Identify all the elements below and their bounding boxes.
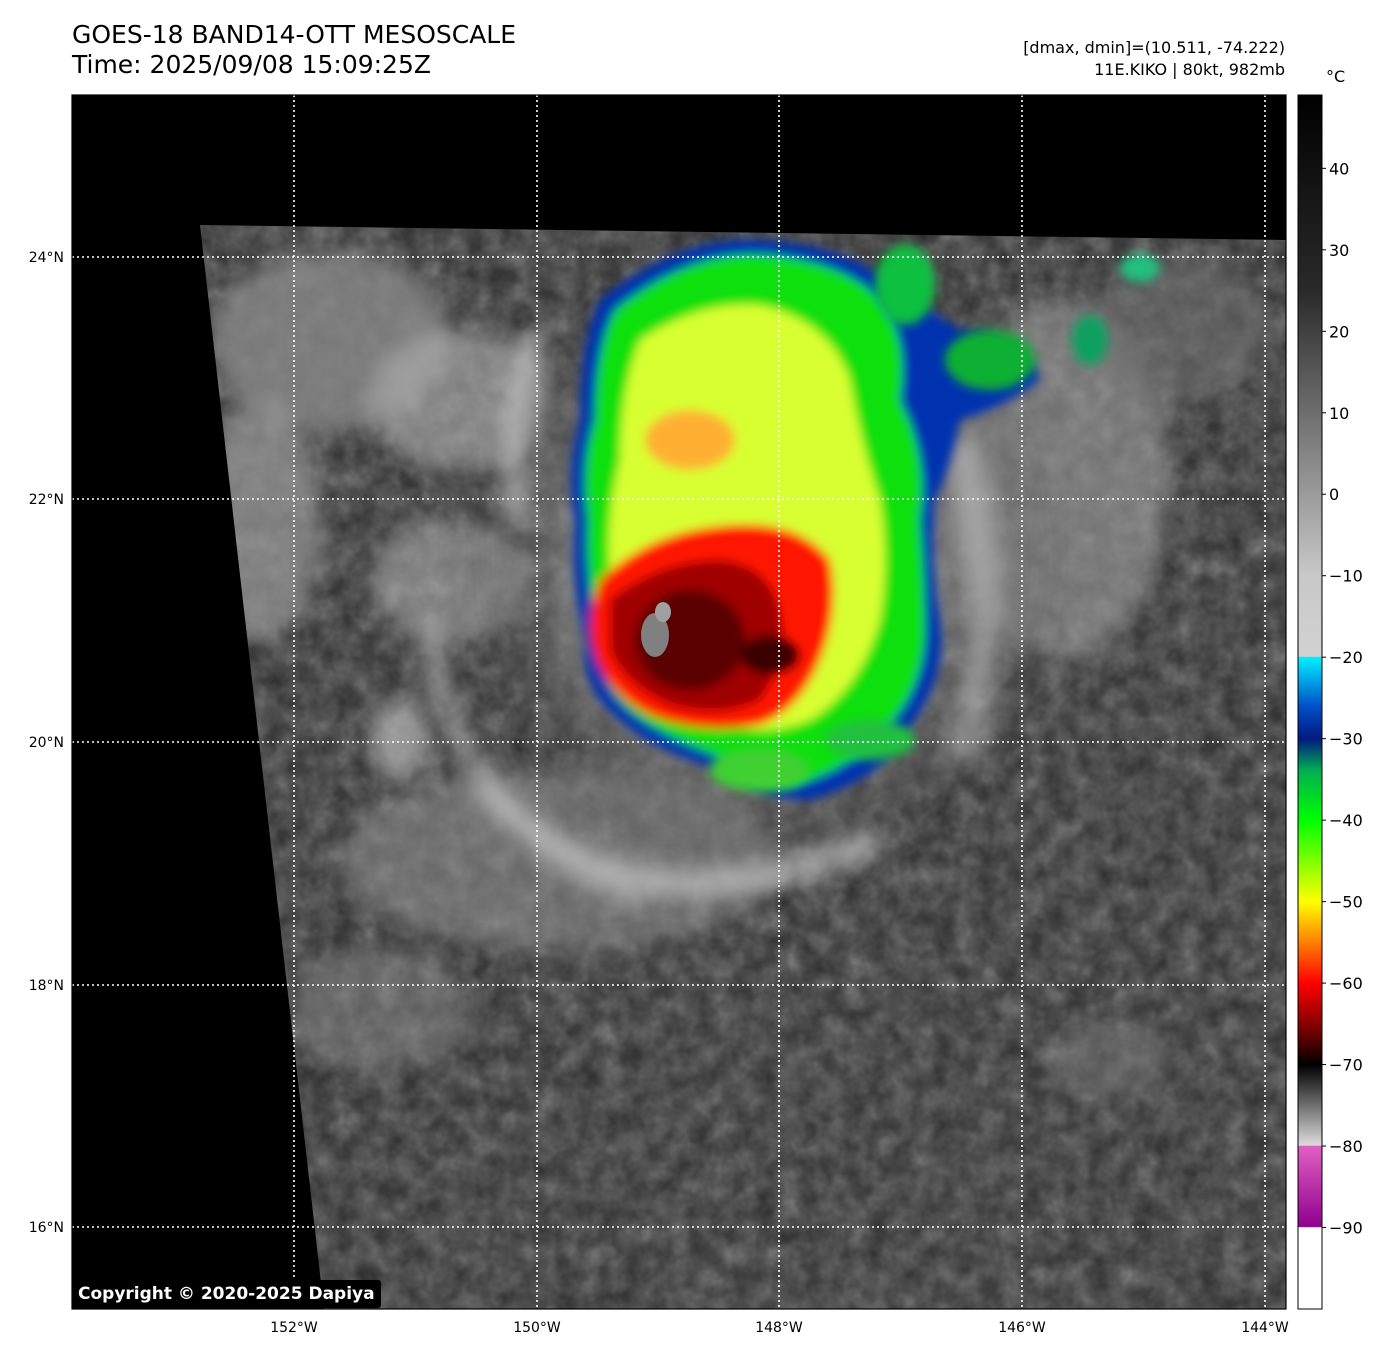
colorbar-ticks: 40 30 20 10 0 −10 −20 −30 −40 −50 −60 −70 −80 −90 (1322, 159, 1363, 1238)
map-frame (71, 94, 1287, 1310)
lon-label: 150°W (513, 1320, 561, 1336)
copyright-label: Copyright © 2020-2025 Dapiya (72, 1280, 381, 1308)
lat-label: 24°N (29, 250, 64, 266)
map-title: GOES-18 BAND14-OTT MESOSCALE (72, 20, 517, 49)
map-time: Time: 2025/09/08 15:09:25Z (72, 50, 431, 79)
imagery-layer (72, 95, 1286, 1309)
colorbar-tick-label: 20 (1329, 322, 1349, 341)
lat-label: 22°N (29, 492, 64, 508)
colorbar-tick-label: 40 (1329, 159, 1349, 178)
colorbar-tick-label: −80 (1329, 1137, 1363, 1156)
cold-cloud-shield (571, 239, 1160, 801)
colorbar-tick-label: 0 (1329, 485, 1339, 504)
colorbar-tick-label: −30 (1329, 730, 1363, 749)
storm-info: 11E.KIKO | 80kt, 982mb (1094, 60, 1285, 79)
colorbar-tick-label: −90 (1329, 1219, 1363, 1238)
colorbar-tick-label: −50 (1329, 893, 1363, 912)
colorbar-tick-label: −40 (1329, 811, 1363, 830)
lat-label: 18°N (29, 978, 64, 994)
dmax-dmin-readout: [dmax, dmin]=(10.511, -74.222) (1023, 38, 1285, 57)
colorbar-unit: °C (1326, 67, 1346, 86)
colorbar-tick-label: 30 (1329, 241, 1349, 260)
lon-label: 146°W (998, 1320, 1046, 1336)
axis-labels: 152°W 150°W 148°W 146°W 144°W 24°N 22°N 20°N 18°… (29, 250, 1289, 1336)
lon-label: 148°W (755, 1320, 803, 1336)
colorbar (1298, 95, 1322, 1309)
colorbar-tick-label: −70 (1329, 1056, 1363, 1075)
colorbar-frame (1297, 94, 1323, 1310)
lat-lon-grid (72, 95, 1286, 1309)
colorbar-tick-label: −20 (1329, 648, 1363, 667)
overshooting-top (641, 613, 669, 657)
colorbar-tick-label: −10 (1329, 567, 1363, 586)
meta-block: [dmax, dmin]=(10.511, -74.222) 11E.KIKO … (1023, 37, 1285, 81)
lat-label: 20°N (29, 735, 64, 751)
lat-label: 16°N (29, 1220, 64, 1236)
title-block: GOES-18 BAND14-OTT MESOSCALE Time: 2025/… (72, 20, 516, 80)
colorbar-tick-label: −60 (1329, 974, 1363, 993)
lon-label: 144°W (1241, 1320, 1289, 1336)
lon-label: 152°W (270, 1320, 318, 1336)
colorbar-tick-label: 10 (1329, 404, 1349, 423)
